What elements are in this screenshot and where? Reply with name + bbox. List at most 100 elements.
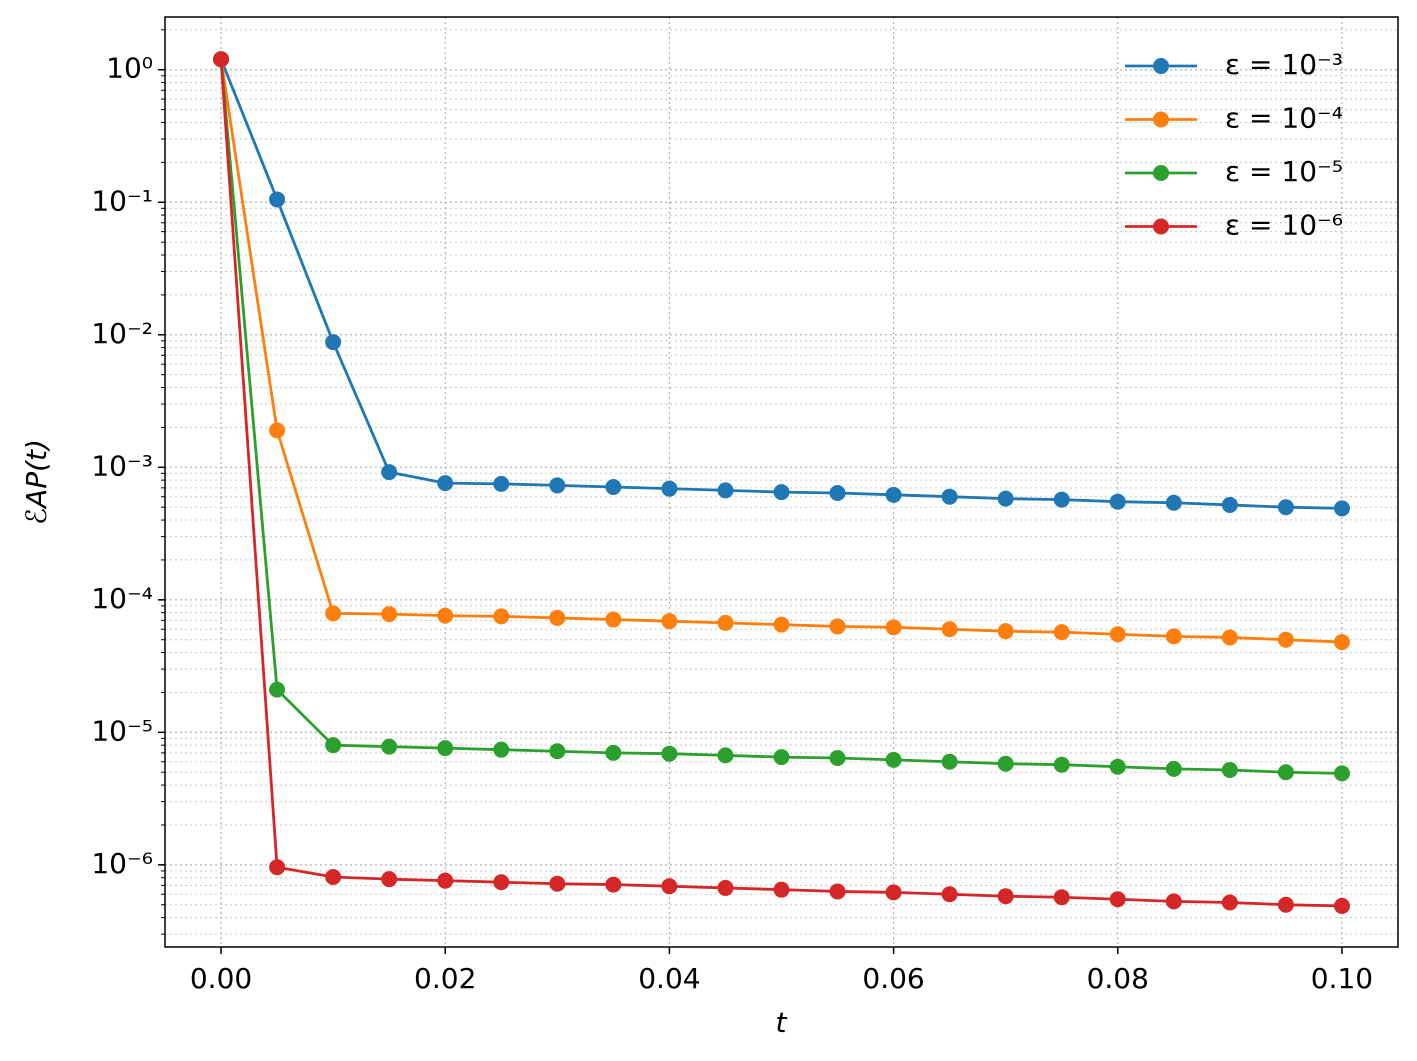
- data-point: [941, 621, 958, 638]
- data-point: [1109, 626, 1126, 643]
- y-tick-label: 10⁻⁵: [91, 714, 153, 747]
- legend-marker: [1153, 165, 1169, 181]
- data-point: [1333, 765, 1350, 782]
- data-point: [941, 886, 958, 903]
- data-point: [661, 878, 678, 895]
- data-point: [1221, 761, 1238, 778]
- x-tick-label: 0.08: [1087, 962, 1149, 995]
- data-point: [1221, 894, 1238, 911]
- data-point: [1109, 758, 1126, 775]
- data-point: [717, 482, 734, 499]
- data-point: [605, 744, 622, 761]
- data-point: [605, 611, 622, 628]
- data-point: [885, 619, 902, 636]
- data-point: [1221, 496, 1238, 513]
- data-point: [381, 871, 398, 888]
- data-point: [885, 884, 902, 901]
- data-point: [1277, 499, 1294, 516]
- data-point: [549, 477, 566, 494]
- y-tick-label: 10⁰: [106, 52, 153, 85]
- y-tick-label: 10⁻³: [91, 449, 153, 482]
- data-point: [1277, 631, 1294, 648]
- data-point: [1277, 764, 1294, 781]
- y-tick-label: 10⁻²: [91, 317, 153, 350]
- y-axis-label: ℰAP(t): [20, 439, 53, 525]
- data-point: [885, 751, 902, 768]
- x-tick-label: 0.04: [638, 962, 700, 995]
- x-tick-label: 0.06: [862, 962, 924, 995]
- data-point: [493, 608, 510, 625]
- data-point: [829, 484, 846, 501]
- data-point: [549, 609, 566, 626]
- data-point: [661, 613, 678, 630]
- data-point: [381, 606, 398, 623]
- data-point: [1109, 493, 1126, 510]
- legend-label: ε = 10⁻³: [1225, 48, 1343, 81]
- data-point: [549, 743, 566, 760]
- data-point: [1221, 629, 1238, 646]
- data-point: [997, 490, 1014, 507]
- data-point: [549, 875, 566, 892]
- data-point: [1053, 624, 1070, 641]
- data-point: [381, 738, 398, 755]
- y-tick-label: 10⁻⁶: [91, 847, 153, 880]
- data-point: [493, 874, 510, 891]
- data-point: [269, 191, 286, 208]
- y-tick-label: 10⁻⁴: [91, 582, 153, 615]
- data-point: [269, 422, 286, 439]
- data-point: [1053, 756, 1070, 773]
- data-point: [773, 616, 790, 633]
- data-point: [1109, 891, 1126, 908]
- legend-label: ε = 10⁻⁴: [1225, 102, 1343, 135]
- legend-label: ε = 10⁻⁵: [1225, 155, 1343, 188]
- data-point: [325, 868, 342, 885]
- data-point: [1165, 494, 1182, 511]
- data-point: [325, 334, 342, 351]
- data-point: [829, 750, 846, 767]
- data-point: [717, 747, 734, 764]
- data-point: [1165, 893, 1182, 910]
- data-point: [1053, 491, 1070, 508]
- legend-label: ε = 10⁻⁶: [1225, 209, 1343, 242]
- legend-marker: [1153, 218, 1169, 235]
- data-point: [213, 51, 230, 68]
- data-point: [997, 755, 1014, 772]
- data-point: [941, 753, 958, 770]
- data-point: [1277, 896, 1294, 913]
- data-point: [1333, 897, 1350, 914]
- data-point: [437, 475, 454, 492]
- data-point: [493, 475, 510, 492]
- data-point: [717, 614, 734, 631]
- data-point: [325, 605, 342, 622]
- data-point: [605, 876, 622, 893]
- x-tick-label: 0.10: [1311, 962, 1373, 995]
- data-point: [437, 872, 454, 889]
- data-point: [661, 480, 678, 497]
- data-point: [1333, 500, 1350, 517]
- data-point: [1165, 628, 1182, 645]
- x-tick-label: 0.00: [190, 962, 252, 995]
- data-point: [493, 741, 510, 758]
- y-tick-label: 10⁻¹: [91, 184, 153, 217]
- data-point: [1165, 760, 1182, 777]
- data-point: [885, 486, 902, 503]
- data-point: [269, 859, 286, 876]
- data-point: [773, 749, 790, 766]
- plot-frame: [164, 16, 1399, 948]
- legend-marker: [1153, 111, 1169, 128]
- data-point: [1053, 889, 1070, 906]
- data-point: [829, 618, 846, 635]
- legend-marker: [1153, 58, 1169, 74]
- data-point: [773, 484, 790, 501]
- data-point: [997, 888, 1014, 905]
- data-point: [269, 681, 286, 698]
- data-point: [1333, 634, 1350, 651]
- data-point: [829, 883, 846, 900]
- data-point: [381, 464, 398, 481]
- data-point: [941, 488, 958, 505]
- data-point: [717, 879, 734, 896]
- data-point: [605, 479, 622, 496]
- data-point: [437, 740, 454, 757]
